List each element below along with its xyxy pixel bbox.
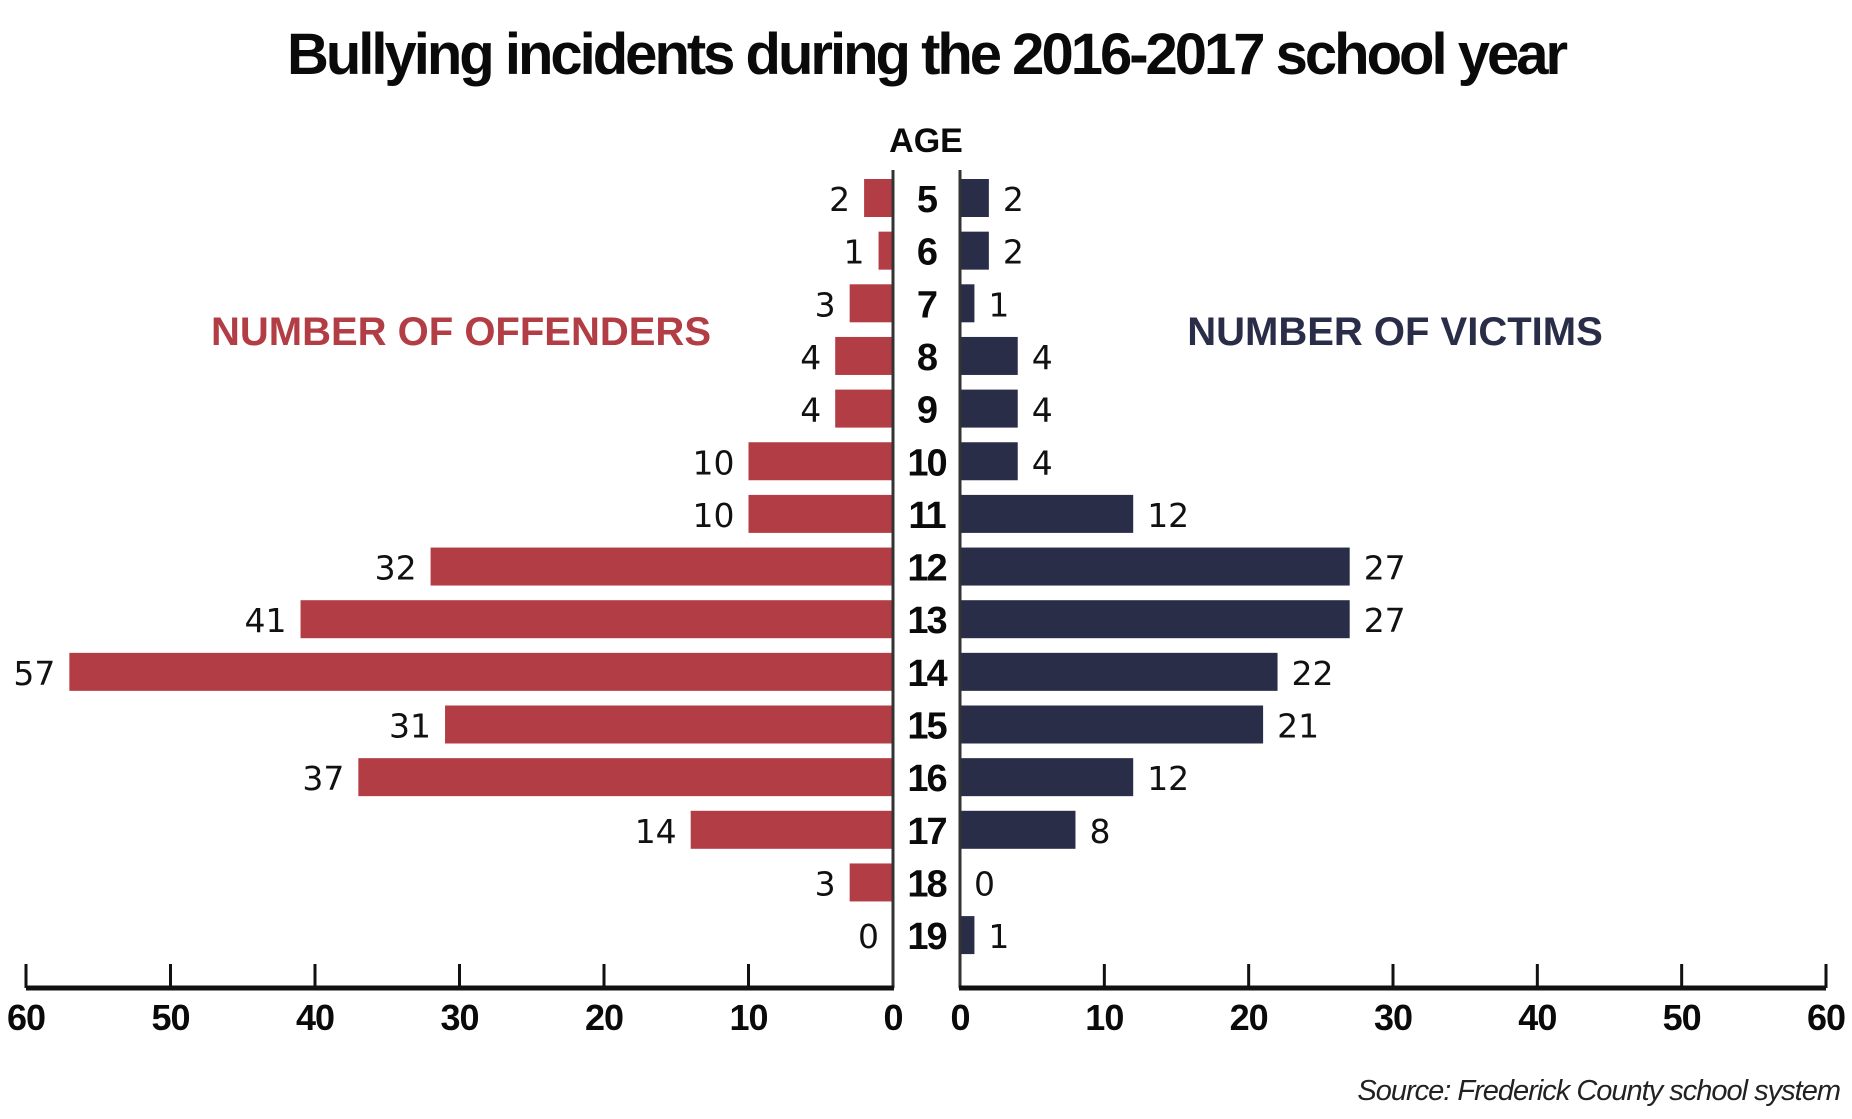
victim-bar-age-7 xyxy=(960,284,975,323)
right-tick-label: 40 xyxy=(1518,997,1556,1038)
age-label: 9 xyxy=(917,390,937,432)
offender-bar-age-5 xyxy=(864,179,893,217)
victim-bar-age-16 xyxy=(960,758,1134,797)
chart-title: Bullying incidents during the 2016-2017 … xyxy=(287,22,1568,87)
offender-value-label: 4 xyxy=(800,338,821,377)
offenders-legend-label: NUMBER OF OFFENDERS xyxy=(211,310,711,354)
offender-value-label: 10 xyxy=(693,443,735,482)
offender-bar-age-6 xyxy=(878,231,893,270)
age-label: 17 xyxy=(907,811,946,853)
offender-value-label: 10 xyxy=(693,496,735,535)
offender-value-label: 37 xyxy=(302,759,344,798)
offender-bar-age-11 xyxy=(748,494,893,533)
age-label: 12 xyxy=(907,548,946,590)
victim-bar-age-5 xyxy=(960,179,989,217)
victim-value-label: 12 xyxy=(1147,759,1189,798)
offender-bar-age-16 xyxy=(358,758,894,797)
offender-bar-age-13 xyxy=(300,600,893,639)
offender-value-label: 41 xyxy=(245,601,287,640)
victim-bar-age-9 xyxy=(960,389,1018,428)
left-tick-label: 50 xyxy=(151,997,189,1038)
source-note: Source: Frederick County school system xyxy=(1357,1075,1840,1107)
victim-bar-age-8 xyxy=(960,336,1018,375)
offender-value-label: 3 xyxy=(815,864,836,903)
offender-bar-age-12 xyxy=(430,547,893,586)
victim-value-label: 2 xyxy=(1003,233,1024,272)
right-tick-label: 20 xyxy=(1230,997,1268,1038)
victim-value-label: 4 xyxy=(1032,391,1053,430)
offender-value-label: 32 xyxy=(375,549,417,588)
right-tick-label: 50 xyxy=(1663,997,1701,1038)
offender-value-label: 1 xyxy=(844,233,865,272)
victim-value-label: 4 xyxy=(1032,338,1053,377)
offender-value-label: 57 xyxy=(13,654,55,693)
victims-legend-label: NUMBER OF VICTIMS xyxy=(1187,310,1603,354)
offender-bar-age-8 xyxy=(835,336,893,375)
victim-bar-age-17 xyxy=(960,810,1076,849)
victim-bar-age-13 xyxy=(960,600,1350,639)
age-axis-label: AGE xyxy=(889,122,963,160)
victim-value-label: 0 xyxy=(974,864,995,903)
age-label: 18 xyxy=(907,863,946,905)
offender-bar-age-14 xyxy=(69,652,894,691)
age-label: 13 xyxy=(907,600,946,642)
victim-bar-age-6 xyxy=(960,231,989,270)
victim-value-label: 22 xyxy=(1292,654,1334,693)
age-label: 7 xyxy=(917,284,937,326)
right-tick-label: 30 xyxy=(1374,997,1412,1038)
age-label: 15 xyxy=(907,706,947,748)
left-tick-label: 30 xyxy=(440,997,478,1038)
age-label: 8 xyxy=(917,337,937,379)
victim-value-label: 1 xyxy=(988,917,1009,956)
left-tick-label: 0 xyxy=(883,997,902,1038)
offender-value-label: 4 xyxy=(800,391,821,430)
age-label: 16 xyxy=(907,758,946,800)
age-label: 11 xyxy=(908,495,946,537)
victim-bar-age-19 xyxy=(960,916,975,955)
offender-value-label: 3 xyxy=(815,285,836,324)
offender-bar-age-18 xyxy=(849,863,893,902)
right-tick-label: 0 xyxy=(950,997,969,1038)
left-tick-label: 60 xyxy=(7,997,45,1038)
victim-value-label: 1 xyxy=(988,285,1009,324)
offender-bar-age-7 xyxy=(849,284,893,323)
offender-value-label: 2 xyxy=(829,180,850,219)
offender-value-label: 31 xyxy=(389,707,431,746)
left-tick-label: 40 xyxy=(296,997,334,1038)
victim-value-label: 27 xyxy=(1364,549,1406,588)
right-tick-label: 60 xyxy=(1807,997,1845,1038)
offender-value-label: 0 xyxy=(858,917,879,956)
age-label: 6 xyxy=(917,232,937,274)
offender-bar-age-10 xyxy=(748,442,893,481)
left-tick-label: 10 xyxy=(729,997,767,1038)
age-label: 5 xyxy=(917,179,938,221)
victim-bar-age-10 xyxy=(960,442,1018,481)
offender-bar-age-17 xyxy=(690,810,893,849)
victim-bar-age-14 xyxy=(960,652,1278,691)
victim-value-label: 2 xyxy=(1003,180,1024,219)
age-label: 14 xyxy=(907,653,947,695)
victim-bar-age-15 xyxy=(960,705,1264,744)
right-tick-label: 10 xyxy=(1085,997,1123,1038)
age-label: 10 xyxy=(907,442,946,484)
victim-value-label: 12 xyxy=(1147,496,1189,535)
victim-bar-age-11 xyxy=(960,494,1134,533)
victim-value-label: 21 xyxy=(1277,707,1319,746)
offender-bar-age-9 xyxy=(835,389,893,428)
age-label: 19 xyxy=(907,916,946,958)
age-labels: 5 6 7 8 9 10 11 12 13 14 15 16 17 18 19 xyxy=(907,179,949,958)
victim-value-label: 27 xyxy=(1364,601,1406,640)
offender-bar-age-15 xyxy=(445,705,893,744)
offender-value-label: 14 xyxy=(635,812,677,851)
victim-value-label: 4 xyxy=(1032,443,1053,482)
left-tick-label: 20 xyxy=(585,997,623,1038)
victim-bar-age-12 xyxy=(960,547,1350,586)
victim-value-label: 8 xyxy=(1089,812,1110,851)
